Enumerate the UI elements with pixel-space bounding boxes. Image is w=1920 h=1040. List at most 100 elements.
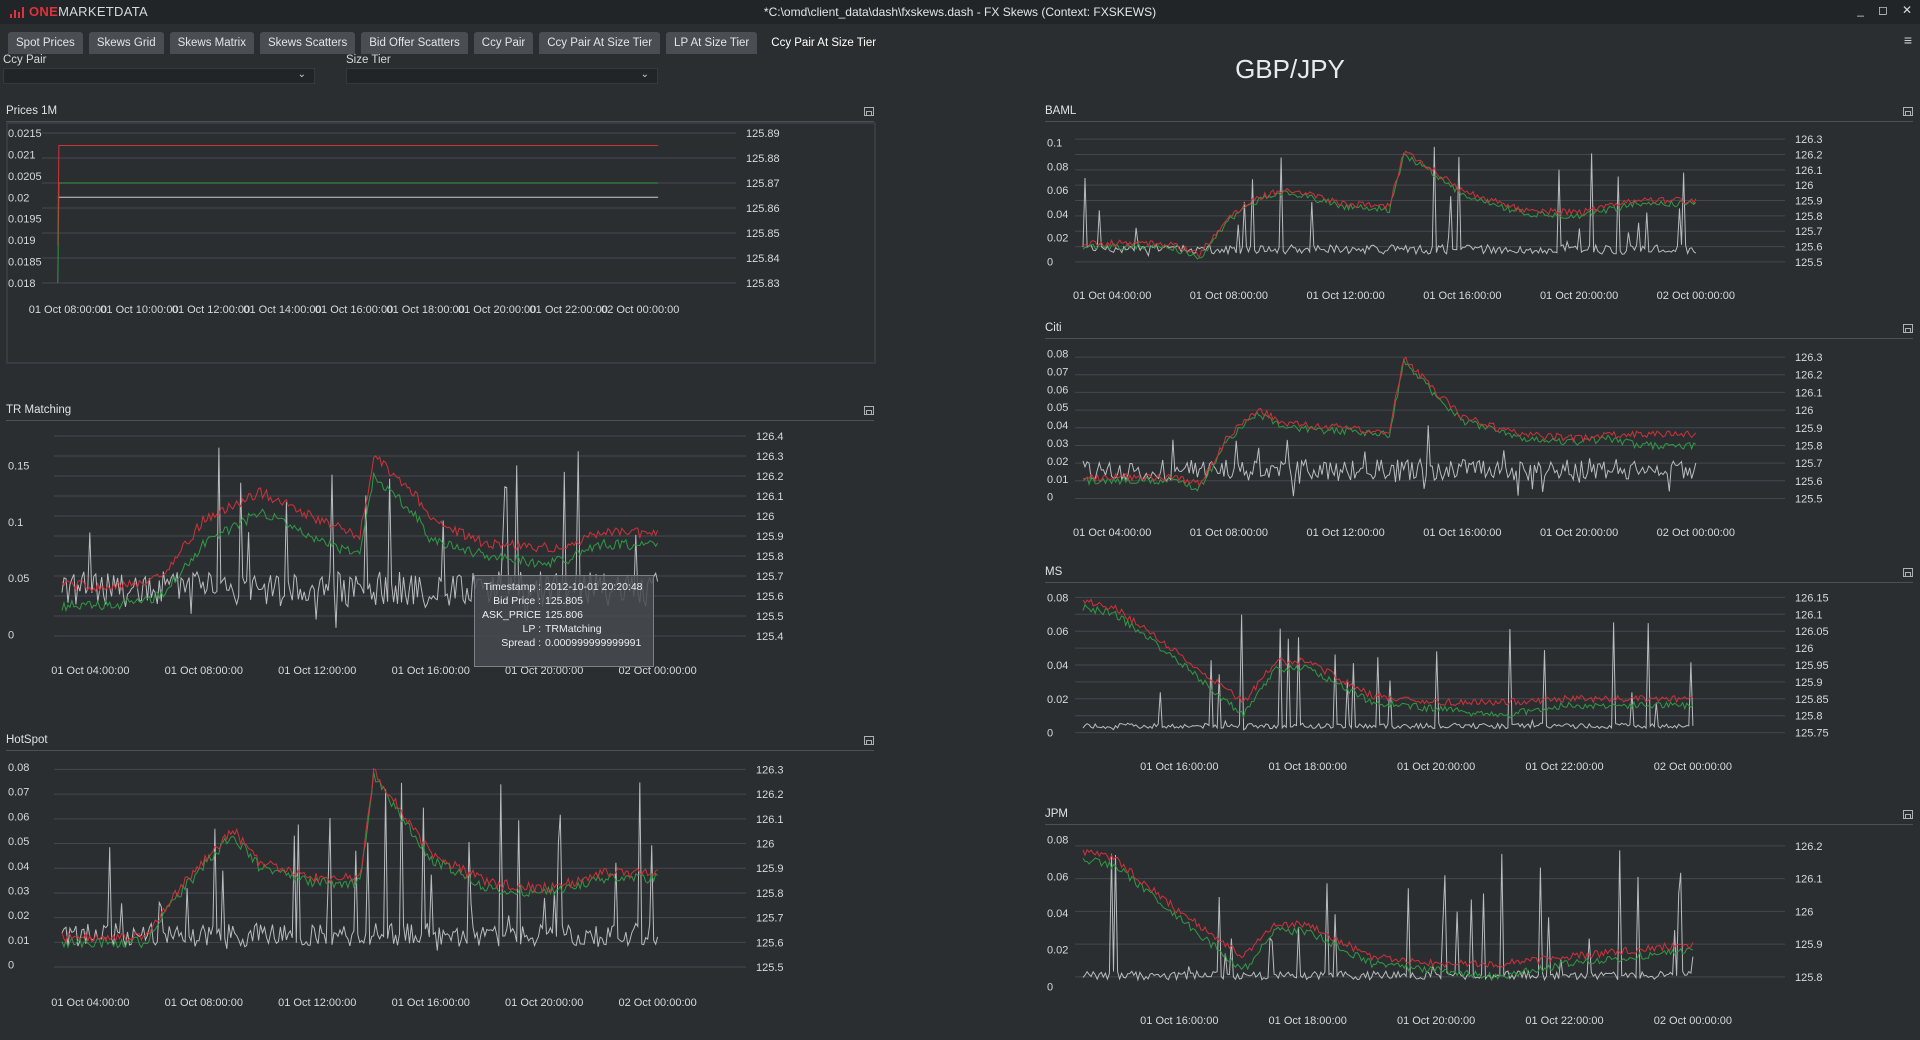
maximize-panel-icon[interactable] xyxy=(1903,810,1913,819)
x-tick-label: 01 Oct 12:00:00 xyxy=(278,665,356,677)
chart-title: Citi xyxy=(1045,322,1062,334)
x-tick-label: 02 Oct 00:00:00 xyxy=(1657,290,1735,302)
ccy-pair-dropdown[interactable]: ⌄ xyxy=(3,68,315,84)
x-tick-label: 01 Oct 22:00:00 xyxy=(1525,1015,1603,1027)
y-right-tick-label: 125.5 xyxy=(1795,257,1823,269)
y-left-tick-label: 0.04 xyxy=(1047,420,1068,432)
bid-series-line xyxy=(1082,603,1694,720)
y-right-tick-label: 126.2 xyxy=(1795,370,1823,382)
y-left-tick-label: 0 xyxy=(8,960,14,972)
maximize-panel-icon[interactable] xyxy=(864,107,874,116)
x-tick-label: 01 Oct 04:00:00 xyxy=(1073,290,1151,302)
y-right-tick-label: 126.1 xyxy=(756,491,784,503)
tab-skews-scatters[interactable]: Skews Scatters xyxy=(259,32,356,54)
y-right-tick-label: 125.8 xyxy=(1795,711,1823,723)
x-tick-label: 01 Oct 12:00:00 xyxy=(278,997,356,1009)
tooltip-key: LP : xyxy=(522,623,542,635)
y-right-tick-label: 125.6 xyxy=(756,937,784,949)
chart-svg[interactable]: 126.4 126.3 126.2 126.1 126 125.9 125.8 125.7 12… xyxy=(6,422,874,702)
tooltip-row: Spread : 0.000999999999991 xyxy=(481,636,647,650)
ccy-pair-label: Ccy Pair xyxy=(3,54,47,66)
bid-series-line xyxy=(1082,357,1697,492)
bid-series-line xyxy=(61,772,658,949)
chart-svg[interactable]: 125.89 125.88 125.87 125.86 125.85 125.84 125.… xyxy=(6,122,876,368)
chart-panel-prices-1m: Prices 1M 125.89 125.88 125.87 125.86 125.85 1… xyxy=(6,105,876,370)
tab-ccy-pair[interactable]: Ccy Pair xyxy=(473,32,534,54)
y-left-tick-label: 0.02 xyxy=(1047,456,1068,468)
size-tier-dropdown[interactable]: ⌄ xyxy=(346,68,658,84)
title-bar: ONE MARKETDATA *C:\omd\client_data\dash\f… xyxy=(0,0,1920,24)
hamburger-menu-icon[interactable]: ≡ xyxy=(1903,32,1912,48)
y-left-tick-label: 0.06 xyxy=(1047,185,1068,197)
y-right-tick-label: 125.5 xyxy=(756,962,784,974)
x-tick-label: 01 Oct 16:00:00 xyxy=(1140,1015,1218,1027)
y-right-tick-label: 125.5 xyxy=(756,611,784,623)
y-left-tick-label: 0.04 xyxy=(1047,209,1068,221)
chart-title: HotSpot xyxy=(6,734,48,746)
tab-bid-offer-scatters[interactable]: Bid Offer Scatters xyxy=(361,32,468,54)
maximize-panel-icon[interactable] xyxy=(1903,107,1913,116)
chart-svg[interactable]: 126.15 126.1 126.05 126 125.95 125.9 125.85 125… xyxy=(1045,584,1913,776)
y-left-tick-label: 0.06 xyxy=(1047,871,1068,883)
tab-ccy-pair-at-size-tier[interactable]: Ccy Pair At Size Tier xyxy=(539,32,661,54)
y-left-tick-label: 0.08 xyxy=(1047,161,1068,173)
maximize-panel-icon[interactable] xyxy=(1903,324,1913,333)
y-right-tick-label: 125.7 xyxy=(756,571,784,583)
y-right-tick-label: 126.2 xyxy=(1795,841,1823,853)
y-right-tick-label: 125.95 xyxy=(1795,660,1829,672)
chevron-down-icon: ⌄ xyxy=(297,69,306,80)
y-right-tick-label: 125.9 xyxy=(1795,423,1823,435)
y-right-tick-label: 125.84 xyxy=(746,253,780,265)
maximize-panel-icon[interactable] xyxy=(864,736,874,745)
chart-svg[interactable]: 126.2 126.1 126 125.9 125.8 0.08 0.06 0.04 0.02 0… xyxy=(1045,826,1913,1032)
y-left-tick-label: 0.019 xyxy=(8,235,36,247)
restore-button[interactable]: ◻ xyxy=(1877,3,1888,17)
x-tick-label: 02 Oct 00:00:00 xyxy=(618,997,696,1009)
panel-divider xyxy=(1045,824,1913,825)
x-tick-label: 02 Oct 00:00:00 xyxy=(1654,1015,1732,1027)
tab-spot-prices[interactable]: Spot Prices xyxy=(8,32,83,54)
chart-svg[interactable]: 126.3 126.2 126.1 126 125.9 125.8 125.7 125.6 12… xyxy=(6,752,874,1032)
ask-series-line xyxy=(57,145,659,246)
y-right-tick-label: 126.1 xyxy=(1795,609,1823,621)
y-right-tick-label: 125.4 xyxy=(756,631,784,643)
maximize-panel-icon[interactable] xyxy=(864,406,874,415)
x-tick-label: 01 Oct 08:00:00 xyxy=(165,997,243,1009)
ask-series-line xyxy=(1082,150,1697,259)
y-left-tick-label: 0 xyxy=(1047,492,1053,504)
y-left-tick-label: 0.08 xyxy=(1047,592,1068,604)
x-tick-label: 01 Oct 20:00:00 xyxy=(1540,290,1618,302)
tab-ccy-pair-at-size-tier[interactable]: Ccy Pair At Size Tier xyxy=(763,32,885,54)
chart-panel-citi: Citi 126.3 126.2 126.1 126 125.9 125.8 125.7 125… xyxy=(1045,322,1913,544)
panel-divider xyxy=(6,121,874,122)
chart-svg[interactable]: 126.3 126.2 126.1 126 125.9 125.8 125.7 125.6 12… xyxy=(1045,340,1913,542)
tab-skews-grid[interactable]: Skews Grid xyxy=(88,32,164,54)
x-tick-label: 01 Oct 16:00:00 xyxy=(392,997,470,1009)
close-button[interactable]: ✕ xyxy=(1901,3,1912,17)
chart-svg[interactable]: 126.3 126.2 126.1 126 125.9 125.8 125.7 125.6 12… xyxy=(1045,123,1913,303)
x-tick-label: 01 Oct 20:00:00 xyxy=(1397,1015,1475,1027)
x-tick-label: 01 Oct 14:00:00 xyxy=(243,304,321,316)
x-tick-label: 01 Oct 20:00:00 xyxy=(505,665,583,677)
y-right-tick-label: 126.3 xyxy=(1795,352,1823,364)
y-left-tick-label: 0.01 xyxy=(8,935,29,947)
x-tick-label: 02 Oct 00:00:00 xyxy=(618,665,696,677)
x-tick-label: 02 Oct 00:00:00 xyxy=(1657,527,1735,539)
y-left-tick-label: 0.08 xyxy=(1047,835,1068,847)
x-tick-label: 01 Oct 08:00:00 xyxy=(29,304,107,316)
y-left-tick-label: 0.02 xyxy=(1047,694,1068,706)
minimize-button[interactable]: _ xyxy=(1857,3,1864,17)
tab-lp-at-size-tier[interactable]: LP At Size Tier xyxy=(666,32,758,54)
tab-skews-matrix[interactable]: Skews Matrix xyxy=(169,32,254,54)
chart-title: Prices 1M xyxy=(6,105,58,117)
y-right-tick-label: 125.9 xyxy=(756,863,784,875)
maximize-panel-icon[interactable] xyxy=(1903,568,1913,577)
spread-series-line xyxy=(1082,146,1697,258)
y-left-tick-label: 0.1 xyxy=(8,517,23,529)
y-left-tick-label: 0.15 xyxy=(8,461,29,473)
x-tick-label: 01 Oct 16:00:00 xyxy=(1140,761,1218,773)
y-right-tick-label: 126 xyxy=(1795,405,1813,417)
x-tick-label: 01 Oct 12:00:00 xyxy=(172,304,250,316)
y-left-tick-label: 0.02 xyxy=(1047,945,1068,957)
y-left-tick-label: 0.021 xyxy=(8,149,36,161)
